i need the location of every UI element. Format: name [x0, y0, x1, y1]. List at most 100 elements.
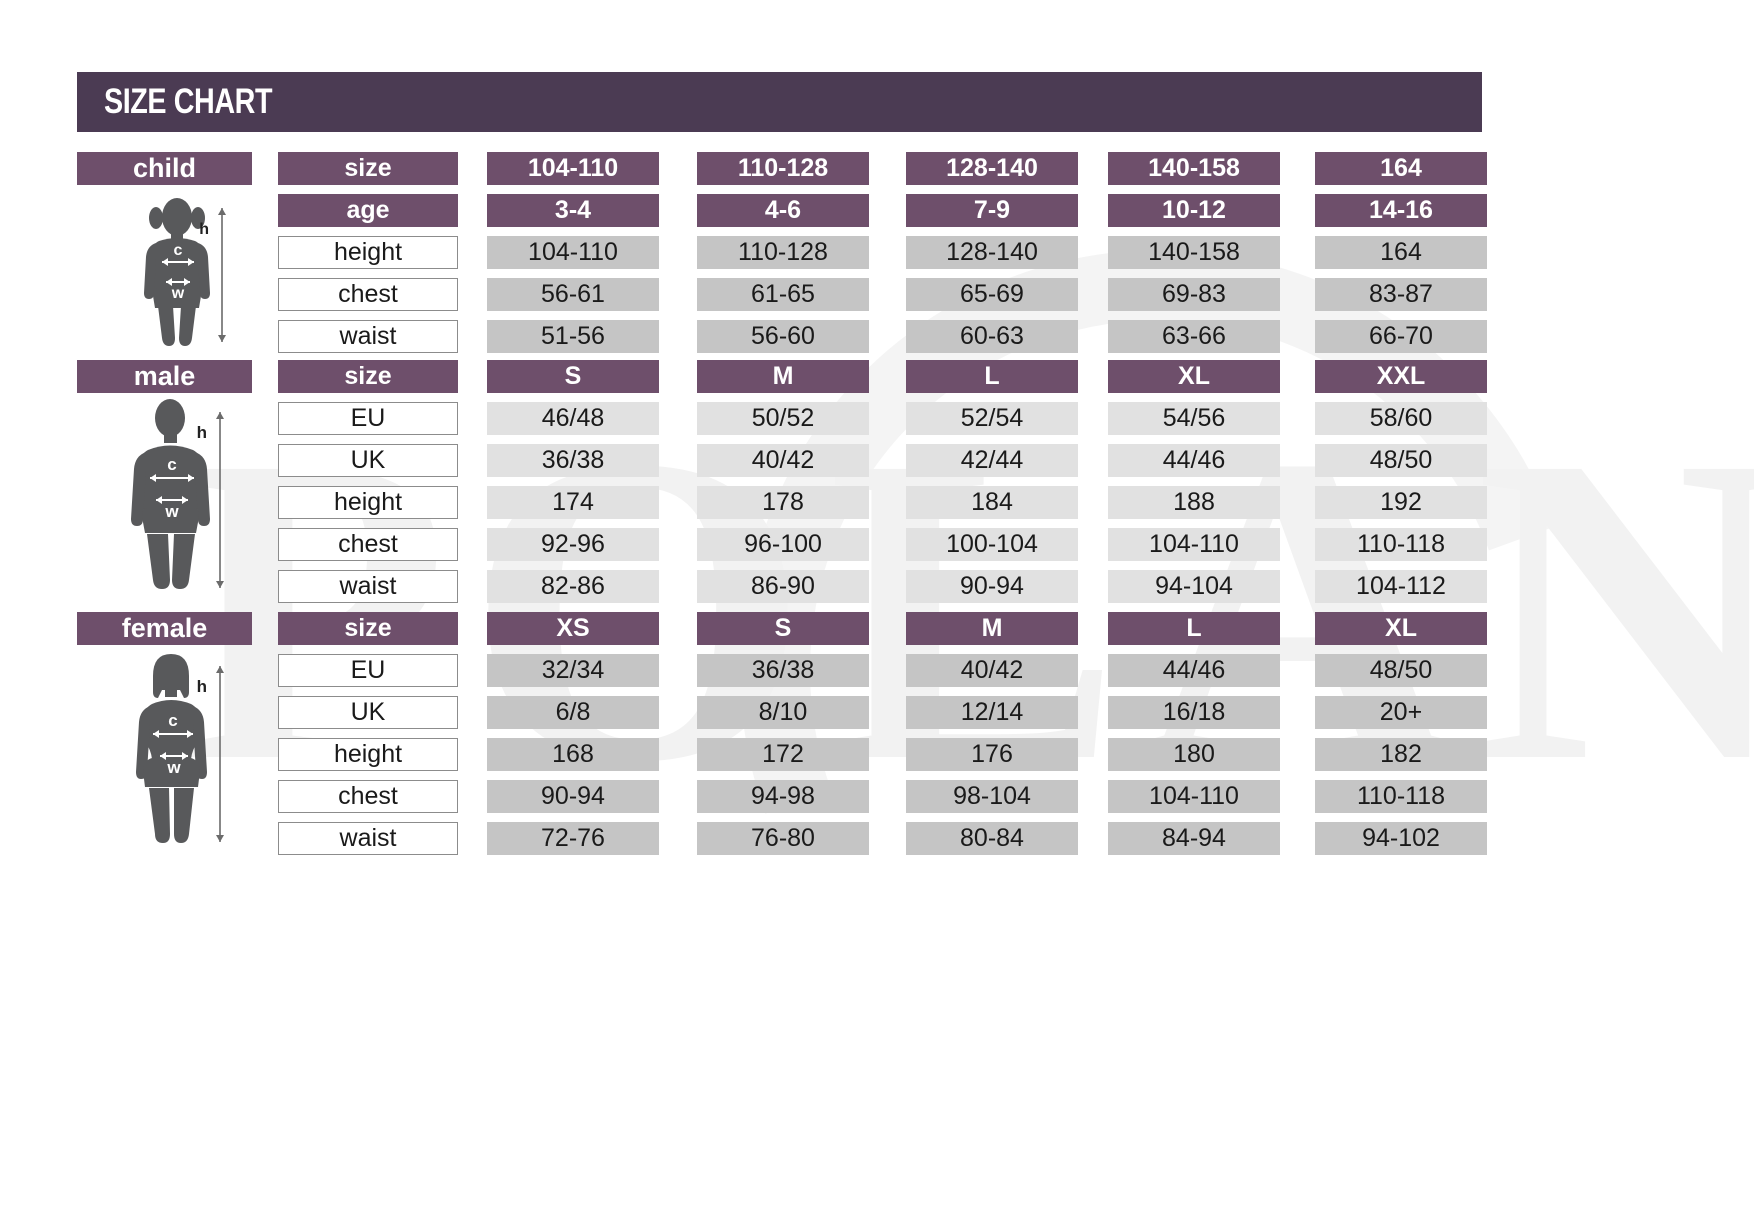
data-cell-child-height-2: 128-140	[906, 236, 1078, 269]
data-cell-child-waist-3: 63-66	[1108, 320, 1280, 353]
header-cell-male-size-2: L	[906, 360, 1078, 393]
svg-text:w: w	[164, 502, 179, 521]
header-cell-male-size-1: M	[697, 360, 869, 393]
data-cell-child-height-4: 164	[1315, 236, 1487, 269]
data-cell-male-waist-1: 86-90	[697, 570, 869, 603]
data-cell-female-UK-4: 20+	[1315, 696, 1487, 729]
data-cell-female-waist-4: 94-102	[1315, 822, 1487, 855]
header-cell-female-size-1: S	[697, 612, 869, 645]
data-cell-male-chest-0: 92-96	[487, 528, 659, 561]
data-cell-child-chest-0: 56-61	[487, 278, 659, 311]
header-cell-child-size-2: 128-140	[906, 152, 1078, 185]
data-cell-female-EU-4: 48/50	[1315, 654, 1487, 687]
data-cell-female-EU-2: 40/42	[906, 654, 1078, 687]
data-cell-child-waist-1: 56-60	[697, 320, 869, 353]
data-cell-male-height-4: 192	[1315, 486, 1487, 519]
category-label-male: male	[77, 360, 252, 393]
data-cell-female-waist-3: 84-94	[1108, 822, 1280, 855]
row-label-female-height: height	[278, 738, 458, 771]
data-cell-female-chest-2: 98-104	[906, 780, 1078, 813]
header-cell-child-age-3: 10-12	[1108, 194, 1280, 227]
data-cell-child-waist-4: 66-70	[1315, 320, 1487, 353]
header-cell-child-age-1: 4-6	[697, 194, 869, 227]
header-label-male-size: size	[278, 360, 458, 393]
data-cell-child-chest-3: 69-83	[1108, 278, 1280, 311]
svg-text:c: c	[167, 455, 176, 474]
child-silhouette: c w h	[112, 196, 242, 353]
data-cell-male-height-2: 184	[906, 486, 1078, 519]
category-label-child: child	[77, 152, 252, 185]
data-cell-female-waist-0: 72-76	[487, 822, 659, 855]
data-cell-female-chest-0: 90-94	[487, 780, 659, 813]
data-cell-female-UK-0: 6/8	[487, 696, 659, 729]
header-cell-female-size-3: L	[1108, 612, 1280, 645]
header-cell-child-size-4: 164	[1315, 152, 1487, 185]
header-cell-female-size-4: XL	[1315, 612, 1487, 645]
data-cell-male-waist-3: 94-104	[1108, 570, 1280, 603]
title-bar: SIZE CHART	[77, 72, 1482, 132]
header-cell-female-size-0: XS	[487, 612, 659, 645]
header-cell-child-size-0: 104-110	[487, 152, 659, 185]
data-cell-female-chest-1: 94-98	[697, 780, 869, 813]
female-silhouette: c w h	[108, 652, 238, 853]
header-cell-male-size-0: S	[487, 360, 659, 393]
svg-text:h: h	[197, 677, 207, 696]
svg-text:w: w	[171, 285, 185, 302]
data-cell-male-waist-0: 82-86	[487, 570, 659, 603]
data-cell-child-waist-0: 51-56	[487, 320, 659, 353]
data-cell-female-EU-1: 36/38	[697, 654, 869, 687]
header-cell-male-size-4: XXL	[1315, 360, 1487, 393]
header-cell-child-size-1: 110-128	[697, 152, 869, 185]
data-cell-male-chest-4: 110-118	[1315, 528, 1487, 561]
data-cell-male-EU-4: 58/60	[1315, 402, 1487, 435]
data-cell-child-chest-2: 65-69	[906, 278, 1078, 311]
header-label-female-size: size	[278, 612, 458, 645]
data-cell-female-waist-1: 76-80	[697, 822, 869, 855]
data-cell-male-height-3: 188	[1108, 486, 1280, 519]
svg-text:c: c	[174, 242, 183, 259]
data-cell-child-waist-2: 60-63	[906, 320, 1078, 353]
svg-text:c: c	[168, 711, 177, 730]
data-cell-male-UK-1: 40/42	[697, 444, 869, 477]
data-cell-male-UK-3: 44/46	[1108, 444, 1280, 477]
data-cell-male-waist-2: 90-94	[906, 570, 1078, 603]
data-cell-female-UK-3: 16/18	[1108, 696, 1280, 729]
header-cell-child-age-4: 14-16	[1315, 194, 1487, 227]
data-cell-female-EU-0: 32/34	[487, 654, 659, 687]
data-cell-female-chest-3: 104-110	[1108, 780, 1280, 813]
data-cell-child-chest-4: 83-87	[1315, 278, 1487, 311]
row-label-male-EU: EU	[278, 402, 458, 435]
header-cell-child-age-0: 3-4	[487, 194, 659, 227]
header-label-child-size: size	[278, 152, 458, 185]
row-label-female-chest: chest	[278, 780, 458, 813]
row-label-child-waist: waist	[278, 320, 458, 353]
category-label-female: female	[77, 612, 252, 645]
data-cell-male-EU-3: 54/56	[1108, 402, 1280, 435]
data-cell-female-chest-4: 110-118	[1315, 780, 1487, 813]
data-cell-male-UK-0: 36/38	[487, 444, 659, 477]
row-label-child-chest: chest	[278, 278, 458, 311]
data-cell-female-UK-2: 12/14	[906, 696, 1078, 729]
data-cell-child-height-3: 140-158	[1108, 236, 1280, 269]
data-cell-child-height-0: 104-110	[487, 236, 659, 269]
data-cell-male-UK-2: 42/44	[906, 444, 1078, 477]
male-silhouette: c w h	[108, 398, 238, 599]
row-label-female-UK: UK	[278, 696, 458, 729]
data-cell-male-chest-2: 100-104	[906, 528, 1078, 561]
header-cell-child-age-2: 7-9	[906, 194, 1078, 227]
data-cell-male-chest-1: 96-100	[697, 528, 869, 561]
data-cell-female-UK-1: 8/10	[697, 696, 869, 729]
data-cell-male-height-1: 178	[697, 486, 869, 519]
female-silhouette-svg: c w h	[136, 654, 224, 843]
data-cell-child-height-1: 110-128	[697, 236, 869, 269]
data-cell-female-height-2: 176	[906, 738, 1078, 771]
svg-text:h: h	[197, 423, 207, 442]
data-cell-male-EU-2: 52/54	[906, 402, 1078, 435]
male-silhouette-svg: c w h	[131, 399, 224, 589]
data-cell-male-EU-1: 50/52	[697, 402, 869, 435]
data-cell-child-chest-1: 61-65	[697, 278, 869, 311]
data-cell-female-waist-2: 80-84	[906, 822, 1078, 855]
data-cell-female-height-4: 182	[1315, 738, 1487, 771]
data-cell-female-height-1: 172	[697, 738, 869, 771]
row-label-male-height: height	[278, 486, 458, 519]
